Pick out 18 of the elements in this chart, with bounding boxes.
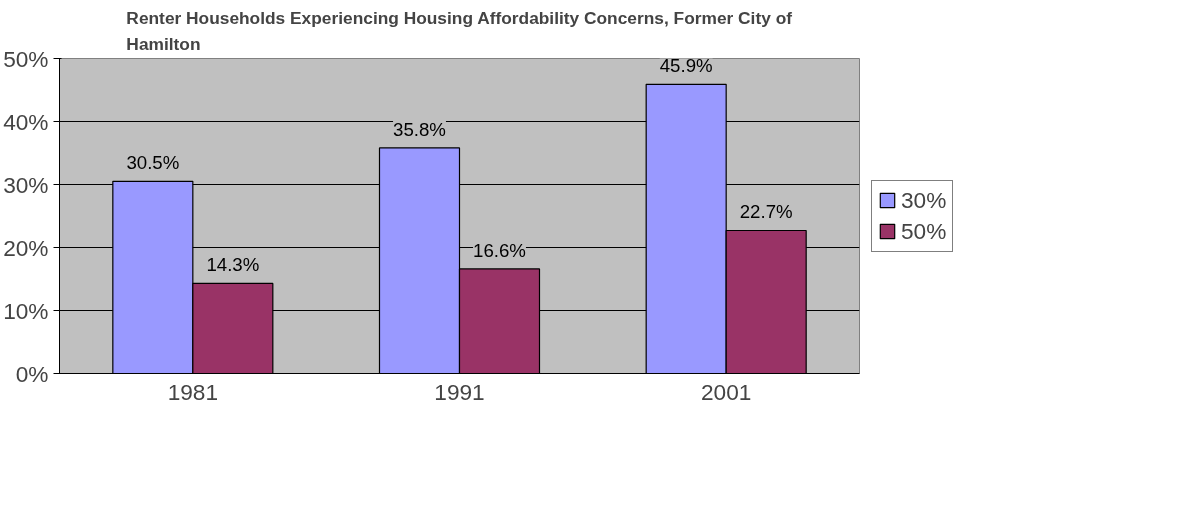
x-tick-label: 2001 — [700, 378, 752, 405]
data-label: 22.7% — [739, 201, 793, 223]
y-tick-label: 40% — [3, 108, 49, 135]
x-tick-label: 1981 — [167, 378, 219, 405]
y-tick-label: 10% — [3, 297, 49, 324]
legend-label: 50% — [901, 217, 947, 245]
data-label: 16.6% — [473, 239, 526, 261]
y-tick-label: 0% — [15, 360, 49, 387]
y-tick-label: 50% — [3, 45, 49, 72]
y-tick-label: 30% — [3, 171, 49, 198]
data-label: 35.8% — [393, 118, 446, 140]
y-tick-label: 20% — [3, 234, 49, 261]
data-label: 30.5% — [126, 152, 180, 174]
legend-label: 30% — [901, 186, 947, 214]
x-tick-label: 1991 — [434, 378, 485, 405]
data-label: 14.3% — [206, 254, 260, 276]
data-label: 45.9% — [659, 55, 713, 77]
chart-title: Renter Households Experiencing Housing Affordability Concerns, Former City of Hamilton — [126, 7, 793, 54]
